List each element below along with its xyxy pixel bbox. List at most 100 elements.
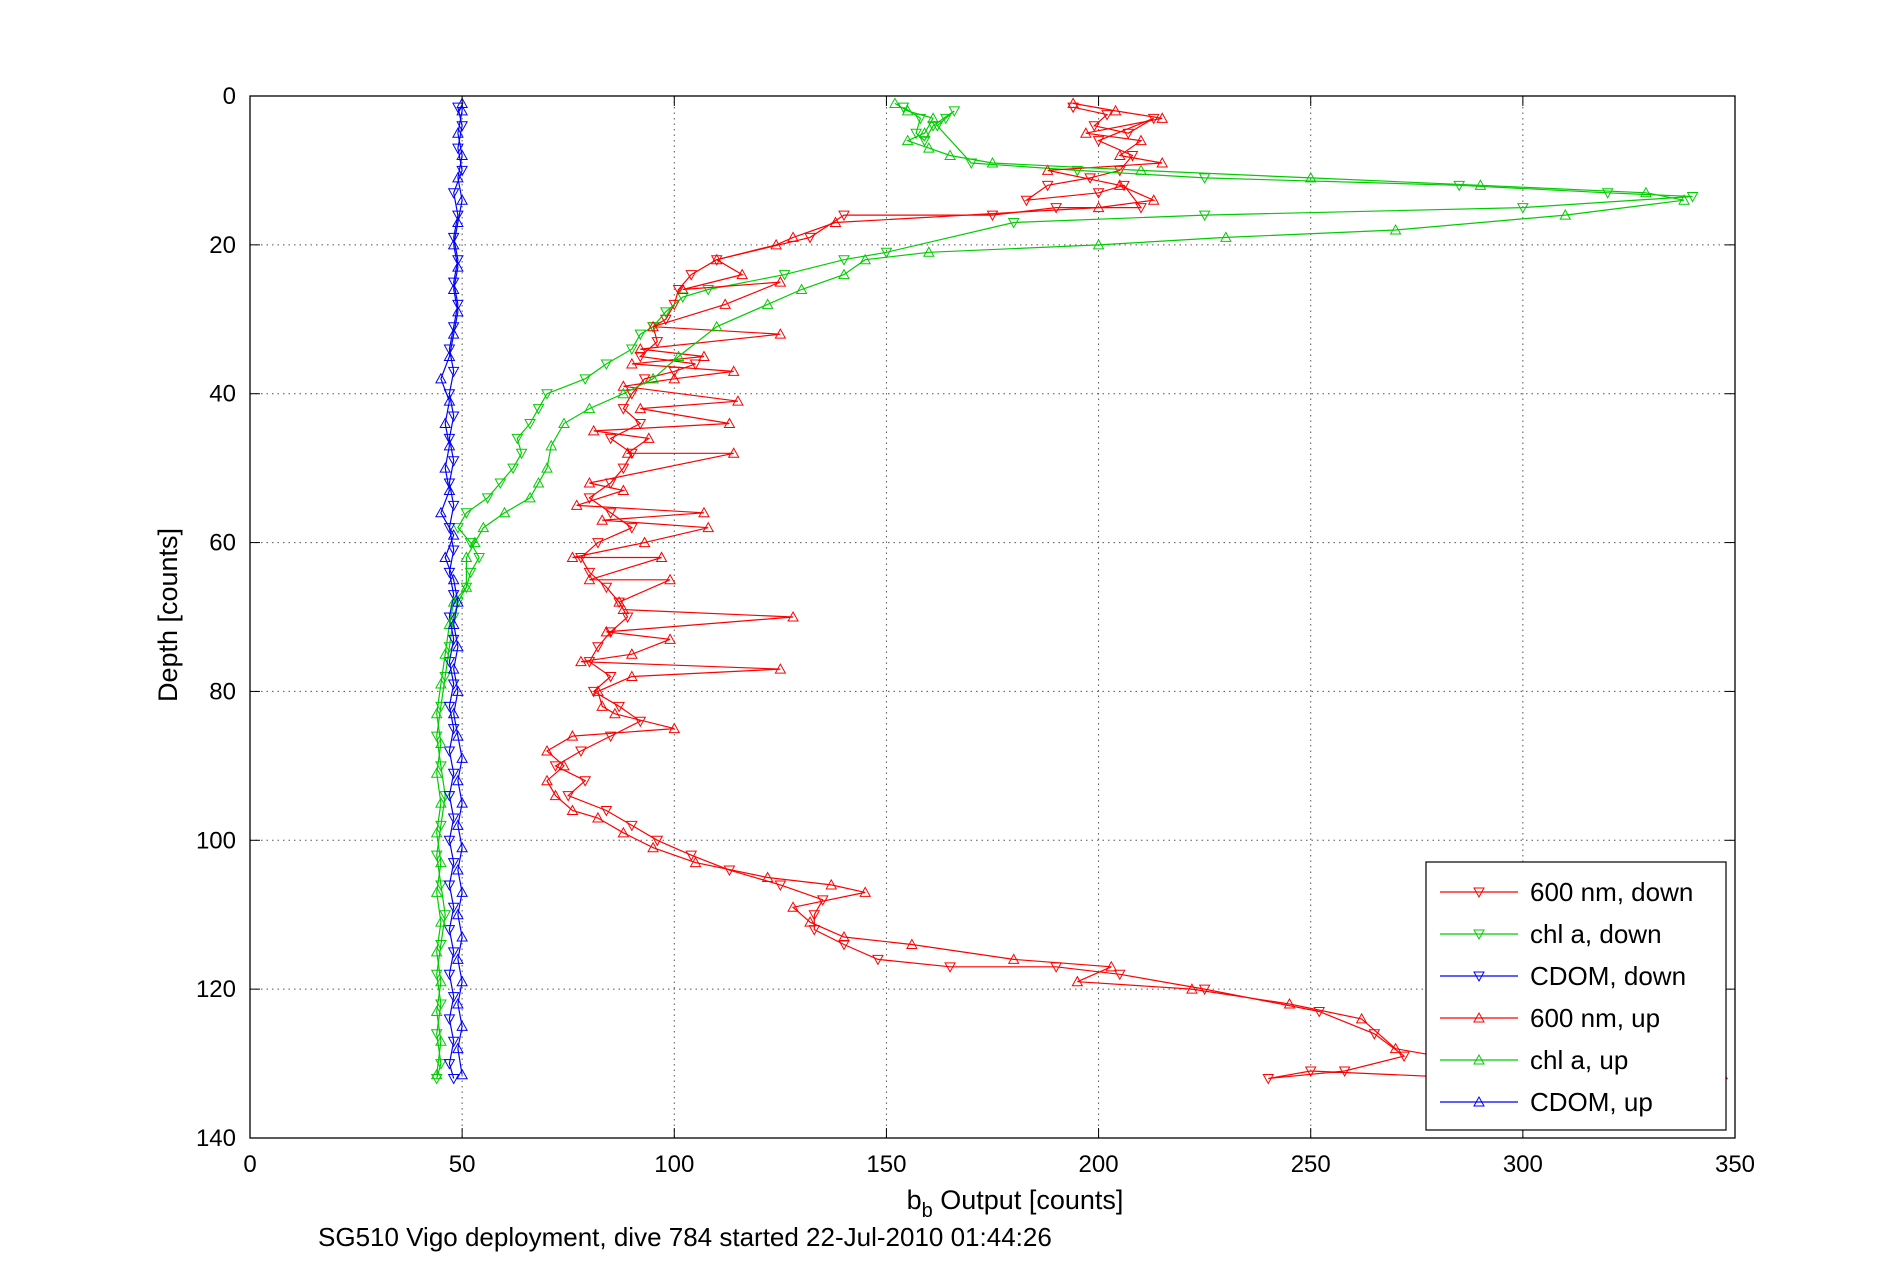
data-point bbox=[452, 171, 464, 183]
y-tick-label: 0 bbox=[223, 83, 236, 110]
legend-swatch-marker bbox=[1473, 1095, 1485, 1107]
data-point bbox=[626, 523, 638, 534]
data-point bbox=[689, 856, 702, 868]
data-point bbox=[524, 418, 536, 430]
data-point bbox=[617, 603, 630, 615]
data-point bbox=[1198, 984, 1211, 996]
y-tick-label: 120 bbox=[196, 976, 236, 1003]
x-axis-label: bb Output [counts] bbox=[907, 1185, 1124, 1222]
legend-swatch-marker bbox=[1473, 1011, 1485, 1023]
data-point bbox=[626, 820, 638, 832]
data-point bbox=[498, 506, 511, 518]
data-point bbox=[698, 506, 710, 518]
data-point bbox=[676, 292, 689, 303]
data-point bbox=[1198, 210, 1211, 222]
data-point bbox=[761, 298, 774, 309]
data-point bbox=[430, 1005, 443, 1016]
data-point bbox=[430, 707, 443, 719]
data-point bbox=[710, 320, 723, 332]
data-point bbox=[447, 283, 460, 295]
data-point bbox=[541, 389, 553, 400]
data-point bbox=[859, 253, 872, 265]
data-point bbox=[592, 685, 604, 696]
data-point bbox=[439, 462, 452, 473]
data-point bbox=[456, 752, 468, 763]
data-point bbox=[600, 359, 613, 370]
data-point bbox=[579, 374, 592, 385]
data-point bbox=[587, 686, 600, 698]
data-point bbox=[549, 761, 562, 772]
data-point bbox=[1122, 128, 1135, 140]
data-point bbox=[452, 299, 464, 311]
data-point bbox=[430, 1029, 443, 1040]
data-point bbox=[787, 901, 799, 912]
data-point bbox=[435, 916, 447, 927]
legend-item: 600 nm, up bbox=[1440, 1003, 1660, 1033]
chart-caption: SG510 Vigo deployment, dive 784 started … bbox=[318, 1222, 1052, 1252]
data-point bbox=[732, 395, 744, 406]
data-point bbox=[986, 156, 999, 168]
legend-box bbox=[1425, 861, 1727, 1131]
data-point bbox=[558, 417, 570, 428]
data-point bbox=[600, 625, 613, 637]
legend-label: 600 nm, up bbox=[1530, 1003, 1660, 1033]
series-cdom-up bbox=[435, 97, 468, 1080]
data-point bbox=[511, 433, 524, 445]
data-point bbox=[452, 640, 464, 652]
data-point bbox=[604, 433, 617, 445]
data-point bbox=[541, 744, 553, 756]
data-point bbox=[456, 797, 468, 808]
data-point bbox=[626, 670, 638, 682]
data-point bbox=[447, 500, 460, 512]
data-point bbox=[447, 456, 460, 467]
data-point bbox=[604, 672, 617, 683]
data-point bbox=[452, 1042, 464, 1054]
legend-label: CDOM, down bbox=[1530, 961, 1686, 991]
data-point bbox=[770, 238, 782, 250]
data-point bbox=[1041, 180, 1054, 192]
y-tick-label: 40 bbox=[209, 381, 236, 408]
data-point bbox=[901, 104, 914, 116]
data-point bbox=[647, 372, 659, 384]
data-point bbox=[464, 538, 477, 549]
data-point bbox=[583, 493, 596, 504]
data-point bbox=[541, 462, 553, 473]
data-point bbox=[443, 791, 456, 802]
data-point bbox=[443, 969, 456, 981]
data-point bbox=[443, 350, 456, 361]
data-point bbox=[430, 886, 443, 897]
data-point bbox=[447, 573, 460, 585]
data-point bbox=[447, 902, 460, 914]
data-point bbox=[447, 328, 460, 339]
data-point bbox=[447, 529, 460, 540]
data-point bbox=[626, 344, 638, 356]
data-point bbox=[443, 484, 456, 495]
data-point bbox=[562, 791, 575, 802]
data-point bbox=[443, 1059, 456, 1070]
data-point bbox=[583, 573, 596, 585]
data-point bbox=[638, 536, 651, 548]
data-point bbox=[452, 261, 464, 272]
data-point bbox=[901, 134, 914, 146]
data-point bbox=[1313, 1006, 1326, 1018]
data-point bbox=[435, 880, 447, 891]
data-point bbox=[774, 328, 787, 339]
data-point bbox=[447, 947, 460, 958]
data-point bbox=[1126, 151, 1139, 162]
data-point bbox=[787, 610, 799, 622]
x-tick-label: 200 bbox=[1079, 1151, 1119, 1178]
data-point bbox=[1198, 173, 1211, 184]
data-point bbox=[452, 216, 464, 228]
data-point bbox=[430, 850, 443, 862]
data-point bbox=[923, 246, 935, 257]
data-point bbox=[825, 878, 838, 890]
series-line bbox=[436, 102, 1685, 1075]
legend-item: 600 nm, down bbox=[1440, 877, 1693, 907]
data-point bbox=[447, 1036, 460, 1048]
data-point bbox=[1020, 195, 1033, 207]
data-point bbox=[1304, 171, 1317, 183]
data-point bbox=[774, 276, 787, 287]
legend-label: CDOM, up bbox=[1530, 1087, 1653, 1117]
data-point bbox=[1559, 209, 1572, 220]
